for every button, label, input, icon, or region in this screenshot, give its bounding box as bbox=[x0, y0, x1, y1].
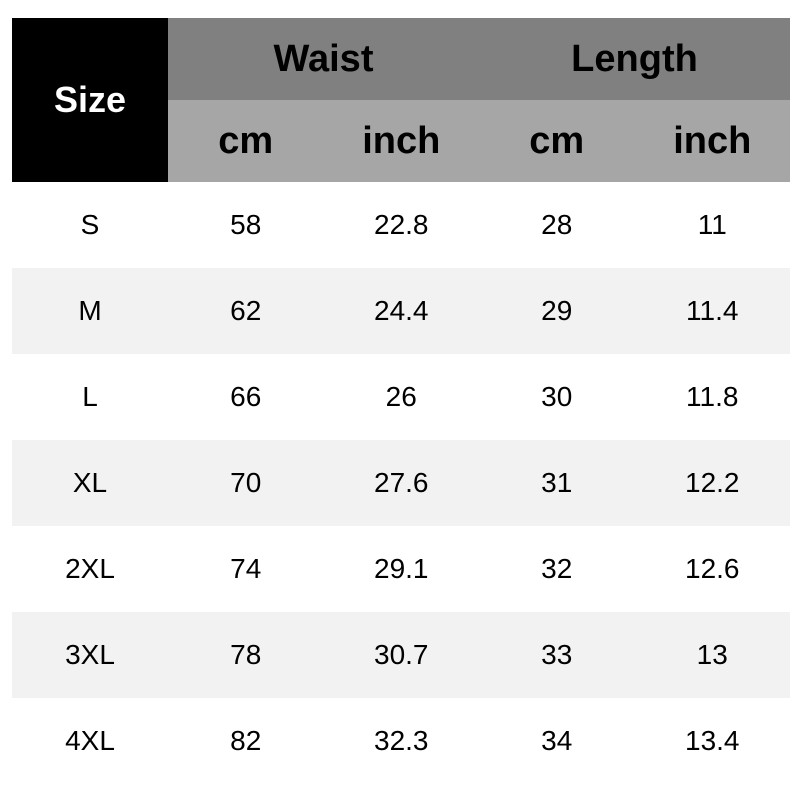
length-cm-cell: 31 bbox=[541, 467, 573, 498]
waist-inch-cell: 32.3 bbox=[374, 725, 429, 756]
length-cm-cell: 32 bbox=[541, 553, 573, 584]
waist-inch-cell: 27.6 bbox=[374, 467, 429, 498]
waist-cm-cell: 70 bbox=[230, 467, 262, 498]
table-header: Size Waist Length cm inch cm inch bbox=[12, 18, 790, 182]
waist-inch-cell: 22.8 bbox=[374, 209, 429, 240]
waist-header: Waist bbox=[168, 18, 479, 100]
length-inch-cell: 13.4 bbox=[685, 725, 740, 756]
length-inch-cell: 11 bbox=[697, 209, 727, 240]
waist-cm-cell: 58 bbox=[230, 209, 262, 240]
table-row: M 62 24.4 29 11.4 bbox=[12, 268, 790, 354]
table-row: L 66 26 30 11.8 bbox=[12, 354, 790, 440]
waist-inch-cell: 26 bbox=[385, 381, 417, 412]
table-row: XL 70 27.6 31 12.2 bbox=[12, 440, 790, 526]
length-cm-header: cm bbox=[479, 100, 635, 182]
waist-inch-header: inch bbox=[323, 100, 479, 182]
size-cell: 4XL bbox=[65, 725, 115, 756]
size-header: Size bbox=[12, 18, 168, 182]
waist-cm-header: cm bbox=[168, 100, 324, 182]
waist-cm-cell: 78 bbox=[230, 639, 262, 670]
size-cell: 2XL bbox=[65, 553, 115, 584]
waist-inch-cell: 24.4 bbox=[374, 295, 429, 326]
waist-cm-cell: 74 bbox=[230, 553, 262, 584]
waist-cm-cell: 82 bbox=[230, 725, 262, 756]
waist-cm-cell: 66 bbox=[230, 381, 262, 412]
length-cm-cell: 34 bbox=[541, 725, 573, 756]
length-inch-cell: 12.2 bbox=[685, 467, 740, 498]
waist-inch-cell: 30.7 bbox=[374, 639, 429, 670]
length-cm-cell: 29 bbox=[541, 295, 573, 326]
length-inch-header: inch bbox=[634, 100, 790, 182]
table-row: 2XL 74 29.1 32 12.6 bbox=[12, 526, 790, 612]
length-cm-cell: 30 bbox=[541, 381, 573, 412]
size-cell: XL bbox=[72, 467, 108, 498]
length-inch-cell: 11.8 bbox=[686, 381, 739, 412]
table-body: S 58 22.8 28 11 M 62 24.4 29 11.4 L 66 26 30 11.8 XL 70 2… bbox=[12, 182, 790, 784]
size-cell: L bbox=[82, 381, 98, 412]
size-chart-table: Size Waist Length cm inch cm inch S 58 22.… bbox=[12, 18, 790, 784]
length-inch-cell: 13 bbox=[696, 639, 728, 670]
waist-cm-cell: 62 bbox=[230, 295, 262, 326]
length-header: Length bbox=[479, 18, 790, 100]
size-cell: 3XL bbox=[65, 639, 115, 670]
table-row: S 58 22.8 28 11 bbox=[12, 182, 790, 268]
table-row: 3XL 78 30.7 33 13 bbox=[12, 612, 790, 698]
size-cell: M bbox=[78, 295, 102, 326]
size-cell: S bbox=[80, 209, 100, 240]
table-row: 4XL 82 32.3 34 13.4 bbox=[12, 698, 790, 784]
length-cm-cell: 28 bbox=[541, 209, 573, 240]
length-inch-cell: 12.6 bbox=[685, 553, 740, 584]
length-inch-cell: 11.4 bbox=[686, 295, 739, 326]
waist-inch-cell: 29.1 bbox=[374, 553, 429, 584]
length-cm-cell: 33 bbox=[541, 639, 573, 670]
